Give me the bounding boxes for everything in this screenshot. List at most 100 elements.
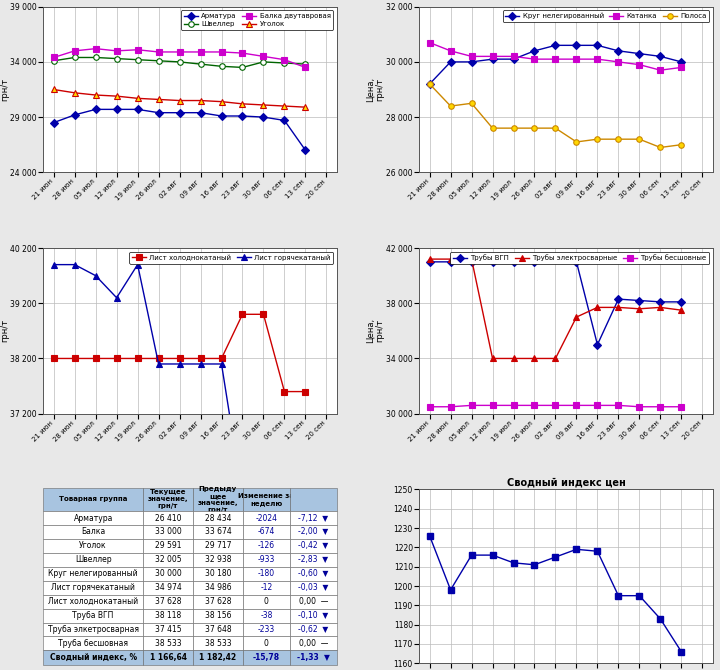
Полоса [426, 80, 434, 88]
Катанка [593, 55, 602, 63]
Уголок [133, 94, 142, 103]
Полоса [614, 135, 623, 143]
Катанка [446, 47, 455, 55]
Полоса [467, 99, 476, 107]
Полоса [593, 135, 602, 143]
Балка двутавровая [50, 54, 58, 62]
Катанка [509, 52, 518, 60]
Трубы ВГП [593, 340, 602, 348]
Лист горячекатаный [301, 465, 310, 473]
Катанка [614, 58, 623, 66]
Лист горячекатаный [50, 261, 58, 269]
Арматура [154, 109, 163, 117]
Катанка [656, 66, 665, 74]
Круг нелегированный [635, 50, 644, 58]
Уголок [280, 102, 289, 110]
Трубы бесшовные [656, 403, 665, 411]
Лист горячекатаный [238, 492, 247, 500]
Трубы бесшовные [509, 401, 518, 409]
Трубы бесшовные [593, 401, 602, 409]
Арматура [238, 112, 247, 120]
Круг нелегированный [509, 55, 518, 63]
Швеллер [280, 59, 289, 67]
Legend: Лист холоднокатаный, Лист горячекатаный: Лист холоднокатаный, Лист горячекатаный [129, 251, 333, 263]
Лист холоднокатаный [133, 354, 142, 362]
Швеллер [133, 56, 142, 64]
Line: Швеллер: Швеллер [51, 55, 308, 70]
Круг нелегированный [551, 42, 559, 50]
Лист холоднокатаный [197, 354, 205, 362]
Line: Трубы ВГП: Трубы ВГП [427, 257, 684, 348]
Line: Арматура: Арматура [51, 107, 308, 153]
Трубы бесшовные [635, 403, 644, 411]
Line: Трубы электросварные: Трубы электросварные [427, 257, 684, 361]
Трубы бесшовные [530, 401, 539, 409]
Круг нелегированный [467, 58, 476, 66]
Line: Уголок: Уголок [51, 86, 308, 110]
Уголок [154, 95, 163, 103]
Трубы электросварные [593, 304, 602, 312]
Лист холоднокатаный [112, 354, 121, 362]
Title: Сводный индекс цен: Сводный индекс цен [507, 477, 626, 487]
Арматура [91, 105, 100, 113]
Line: Балка двутавровая: Балка двутавровая [51, 46, 308, 70]
Арматура [71, 111, 79, 119]
Line: Круг нелегированный: Круг нелегированный [427, 43, 684, 86]
Лист холоднокатаный [280, 387, 289, 395]
Швеллер [238, 64, 247, 72]
Уголок [197, 96, 205, 105]
Швеллер [112, 54, 121, 62]
Балка двутавровая [175, 48, 184, 56]
Уголок [238, 100, 247, 108]
Уголок [112, 92, 121, 100]
Балка двутавровая [197, 48, 205, 56]
Круг нелегированный [426, 80, 434, 88]
Лист холоднокатаный [217, 354, 226, 362]
Уголок [175, 96, 184, 105]
Legend: Трубы ВГП, Трубы электросварные, Трубы бесшовные: Трубы ВГП, Трубы электросварные, Трубы б… [450, 251, 709, 264]
Катанка [530, 55, 539, 63]
Балка двутавровая [133, 46, 142, 54]
Y-axis label: Цена,
грн/т: Цена, грн/т [0, 318, 9, 344]
Круг нелегированный [677, 58, 685, 66]
Лист горячекатаный [259, 492, 268, 500]
Полоса [635, 135, 644, 143]
Line: Катанка: Катанка [427, 40, 684, 73]
Швеллер [175, 58, 184, 66]
Трубы ВГП [551, 255, 559, 263]
Лист холоднокатаный [259, 310, 268, 318]
Лист холоднокатаный [154, 354, 163, 362]
Балка двутавровая [154, 48, 163, 56]
Трубы бесшовные [551, 401, 559, 409]
Legend: Круг нелегированный, Катанка, Полоса: Круг нелегированный, Катанка, Полоса [503, 10, 709, 22]
Трубы ВГП [656, 298, 665, 306]
Трубы ВГП [509, 258, 518, 266]
Уголок [259, 101, 268, 109]
Лист горячекатаный [280, 465, 289, 473]
Трубы ВГП [467, 258, 476, 266]
Арматура [175, 109, 184, 117]
Швеллер [91, 54, 100, 62]
Лист горячекатаный [154, 360, 163, 368]
Трубы электросварные [635, 305, 644, 313]
Трубы электросварные [446, 255, 455, 263]
Катанка [488, 52, 497, 60]
Полоса [530, 124, 539, 132]
Арматура [259, 113, 268, 121]
Лист холоднокатаный [91, 354, 100, 362]
Катанка [635, 61, 644, 69]
Лист холоднокатаный [175, 354, 184, 362]
Трубы бесшовные [467, 401, 476, 409]
Круг нелегированный [488, 55, 497, 63]
Круг нелегированный [446, 58, 455, 66]
Балка двутавровая [301, 64, 310, 72]
Арматура [280, 117, 289, 125]
Line: Полоса: Полоса [427, 81, 684, 150]
Трубы ВГП [488, 258, 497, 266]
Балка двутавровая [217, 48, 226, 56]
Балка двутавровая [91, 45, 100, 53]
Арматура [50, 119, 58, 127]
Уголок [301, 103, 310, 111]
Трубы ВГП [614, 295, 623, 303]
Швеллер [197, 60, 205, 68]
